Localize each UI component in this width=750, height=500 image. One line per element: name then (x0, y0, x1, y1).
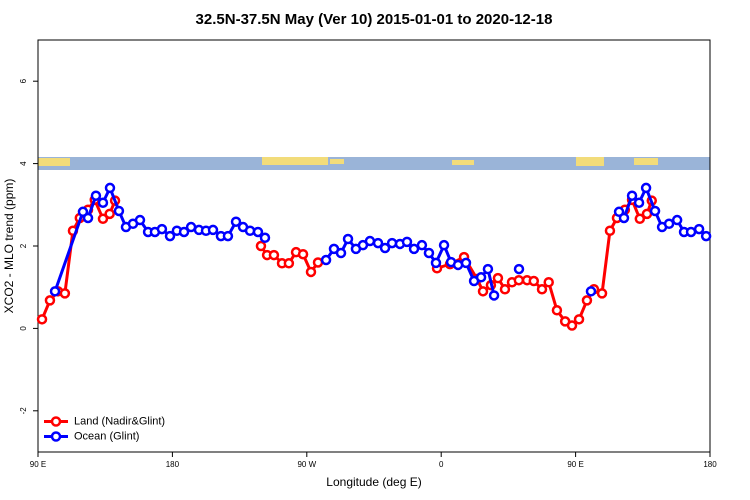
data-point (634, 213, 646, 225)
data-point (134, 214, 146, 226)
data-point (499, 284, 511, 295)
data-point (604, 225, 616, 237)
data-point (164, 230, 176, 242)
data-point (342, 233, 354, 245)
data-point (477, 286, 489, 297)
data-point (573, 314, 585, 325)
data-point (113, 205, 125, 217)
data-point (335, 247, 347, 259)
x-tick-label: 180 (703, 460, 717, 469)
data-point (596, 288, 608, 299)
data-point (44, 295, 56, 306)
legend-marker (50, 416, 62, 427)
data-point (423, 247, 435, 259)
data-point (104, 208, 115, 220)
data-point (551, 305, 563, 316)
data-point (536, 284, 548, 295)
data-point (297, 248, 309, 260)
data-point (283, 258, 295, 269)
data-point (528, 275, 540, 287)
data-point (97, 213, 109, 225)
data-point (482, 263, 494, 275)
data-point (641, 208, 653, 220)
data-point (693, 223, 705, 235)
data-point (268, 249, 280, 261)
data-point (320, 254, 332, 266)
map-strip (38, 157, 710, 170)
data-point (626, 190, 638, 201)
data-point (259, 232, 271, 244)
data-point (36, 314, 48, 325)
y-tick-label: 2 (19, 243, 28, 248)
data-point (255, 240, 267, 252)
data-point (252, 226, 264, 238)
data-point (492, 272, 504, 284)
x-tick-label: 180 (166, 460, 180, 469)
data-point (640, 182, 652, 194)
data-point (364, 235, 376, 247)
x-axis-label: Longitude (deg E) (326, 475, 421, 489)
data-point (649, 205, 661, 217)
legend-label: Land (Nadir&Glint) (74, 415, 165, 427)
data-point (379, 242, 391, 254)
data-point (488, 290, 500, 301)
x-tick-label: 0 (439, 460, 444, 469)
x-tick-label: 90 E (30, 460, 46, 469)
data-point (475, 272, 487, 283)
data-point (408, 243, 420, 255)
y-tick-label: -2 (19, 407, 28, 415)
data-point (585, 286, 597, 297)
legend-marker (50, 431, 62, 442)
data-point (618, 212, 630, 224)
data-point (430, 257, 442, 269)
legend-label: Ocean (Glint) (74, 430, 139, 442)
data-point (244, 225, 256, 237)
data-point (438, 239, 450, 251)
data-point (97, 197, 109, 208)
data-point (207, 224, 219, 236)
data-point (543, 277, 554, 288)
chart-title: 32.5N-37.5N May (Ver 10) 2015-01-01 to 2… (196, 11, 553, 28)
data-point (178, 226, 190, 238)
x-tick-label: 90 E (567, 460, 583, 469)
data-point (305, 266, 317, 278)
y-tick-label: 4 (19, 161, 28, 166)
y-tick-label: 6 (19, 78, 28, 83)
data-point (230, 216, 242, 227)
data-point (663, 218, 675, 230)
data-point (401, 236, 413, 248)
data-point (513, 274, 525, 286)
data-point (312, 257, 324, 268)
data-point (90, 190, 102, 201)
data-point (685, 226, 697, 238)
data-point (59, 288, 71, 299)
data-point (633, 197, 645, 208)
data-point (416, 239, 428, 251)
data-point (460, 257, 472, 269)
x-tick-label: 90 W (297, 460, 316, 469)
y-tick-label: 0 (19, 326, 28, 331)
data-point (49, 286, 61, 297)
data-point (222, 230, 234, 242)
data-point (671, 214, 683, 226)
data-point (700, 230, 712, 242)
y-axis-label: XCO2 - MLO trend (ppm) (2, 179, 16, 314)
data-point (581, 295, 593, 306)
data-point (513, 263, 525, 275)
data-point (372, 237, 384, 249)
data-point (82, 212, 94, 224)
data-point (156, 223, 168, 235)
data-point (566, 320, 578, 331)
data-point (104, 182, 116, 194)
